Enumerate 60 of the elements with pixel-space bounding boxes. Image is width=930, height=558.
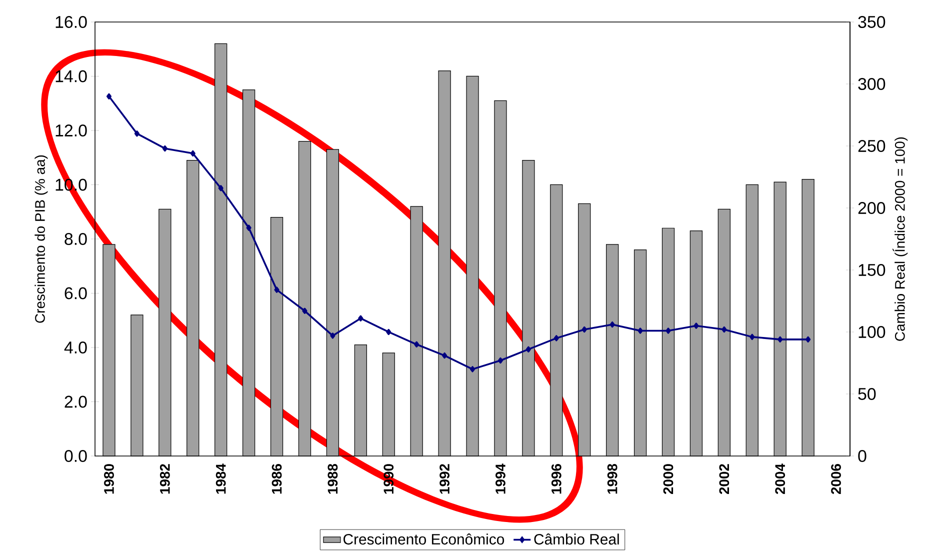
point bbox=[582, 326, 587, 333]
legend-label: Crescimento Econômico bbox=[344, 534, 504, 545]
x-tick-label: 1992 bbox=[440, 464, 450, 494]
point bbox=[386, 328, 392, 336]
y2-tick-label: 0 bbox=[858, 450, 866, 462]
point bbox=[554, 335, 559, 342]
point bbox=[330, 332, 336, 339]
y2-tick-label: 200 bbox=[858, 202, 886, 214]
point bbox=[218, 185, 224, 192]
x-tick-label: 1986 bbox=[272, 464, 282, 494]
point bbox=[694, 322, 699, 329]
point bbox=[134, 130, 140, 137]
point bbox=[638, 328, 643, 334]
x-tick-label: 1998 bbox=[607, 464, 618, 494]
x-tick-label: 2004 bbox=[775, 464, 786, 494]
y-tick-label: 16.0 bbox=[56, 16, 87, 28]
point bbox=[358, 315, 364, 322]
y-tick-label: 8.0 bbox=[64, 232, 87, 245]
y2-tick-label: 350 bbox=[858, 16, 886, 28]
point bbox=[498, 357, 504, 364]
x-tick-label: 2002 bbox=[719, 464, 730, 494]
point bbox=[162, 145, 168, 152]
x-tick-label: 1988 bbox=[328, 464, 338, 494]
x-tick-label: 1980 bbox=[104, 464, 114, 494]
y2-tick-label: 150 bbox=[858, 264, 886, 276]
y2-tick-label: 300 bbox=[858, 78, 886, 90]
x-tick-label: 2000 bbox=[663, 464, 674, 494]
x-tick-label: 1982 bbox=[160, 464, 170, 494]
point bbox=[246, 224, 252, 231]
y-axis-title: Crescimento do PIB (% aa) bbox=[34, 155, 48, 323]
point bbox=[106, 93, 112, 100]
point bbox=[806, 336, 811, 343]
y2-axis-title: Cambio Real (Índice 2000 = 100) bbox=[892, 137, 908, 341]
point bbox=[302, 308, 308, 314]
point bbox=[526, 346, 531, 352]
x-tick-label: 1984 bbox=[216, 464, 226, 494]
point bbox=[274, 286, 280, 293]
y-tick-label: 14.0 bbox=[56, 70, 87, 82]
x-tick-label: 1996 bbox=[551, 464, 562, 494]
point bbox=[442, 352, 448, 359]
legend-label: Câmbio Real bbox=[534, 534, 619, 545]
point bbox=[750, 334, 755, 340]
point bbox=[190, 150, 196, 157]
point bbox=[470, 366, 476, 372]
y2-tick-label: 50 bbox=[858, 388, 876, 400]
y-tick-label: 12.0 bbox=[56, 124, 87, 136]
y2-tick-label: 100 bbox=[858, 326, 886, 338]
point bbox=[666, 328, 671, 334]
y-tick-label: 2.0 bbox=[64, 396, 87, 408]
x-tick-label: 1990 bbox=[384, 464, 394, 494]
point bbox=[722, 326, 727, 333]
y-tick-label: 4.0 bbox=[64, 341, 87, 354]
y-tick-label: 6.0 bbox=[64, 287, 87, 300]
point bbox=[778, 336, 783, 343]
point bbox=[414, 341, 420, 348]
x-tick-label: 2006 bbox=[831, 464, 841, 494]
x-tick-label: 1994 bbox=[496, 464, 506, 494]
y2-tick-label: 250 bbox=[858, 140, 886, 152]
point bbox=[610, 321, 615, 328]
y-tick-label: 0.0 bbox=[64, 450, 87, 462]
